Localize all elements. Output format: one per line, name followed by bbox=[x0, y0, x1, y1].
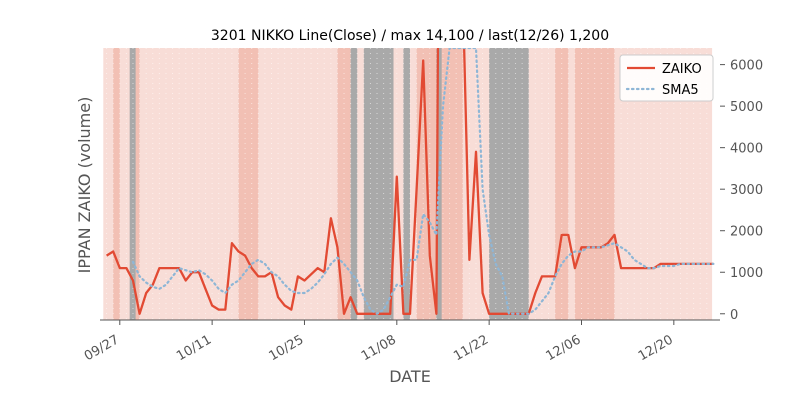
legend: ZAIKO SMA5 bbox=[619, 54, 714, 102]
x-axis-ticks: 09/27 10/11 10/25 11/08 11/22 12/06 12/20 bbox=[82, 320, 676, 364]
y-tick-label: 1000 bbox=[730, 266, 763, 281]
series-line-zaiko bbox=[105, 48, 714, 315]
y-tick-label: 2000 bbox=[730, 225, 763, 240]
band-dark bbox=[350, 48, 358, 320]
chart-title: 3201 NIKKO Line(Close) / max 14,100 / la… bbox=[211, 28, 609, 44]
y-axis-ticks: 0 1000 2000 3000 4000 5000 6000 bbox=[720, 59, 763, 323]
y-tick-label: 5000 bbox=[730, 100, 763, 115]
x-tick-label: 10/11 bbox=[174, 332, 214, 364]
dotted-band-texture bbox=[106, 48, 714, 320]
x-tick-label: 10/25 bbox=[267, 332, 307, 364]
band-dark bbox=[363, 48, 394, 320]
series-line-sma5 bbox=[131, 48, 715, 315]
x-tick-label: 12/06 bbox=[544, 332, 584, 364]
y-tick-label: 3000 bbox=[730, 183, 763, 198]
band-medium bbox=[113, 48, 120, 320]
band-dark bbox=[403, 48, 410, 320]
series-layer bbox=[105, 48, 715, 315]
legend-label: SMA5 bbox=[662, 83, 699, 98]
plot-area bbox=[103, 48, 715, 320]
x-tick-label: 11/22 bbox=[451, 332, 491, 364]
legend-label: ZAIKO bbox=[662, 62, 702, 77]
band-medium bbox=[132, 48, 140, 320]
band-medium bbox=[238, 48, 259, 320]
y-axis-label: IPPAN ZAIKO (volume) bbox=[75, 97, 94, 274]
x-tick-label: 11/08 bbox=[359, 332, 399, 364]
y-tick-label: 6000 bbox=[730, 59, 763, 74]
x-axis-label: DATE bbox=[389, 367, 431, 386]
x-tick-label: 12/20 bbox=[636, 332, 676, 364]
x-tick-label: 09/27 bbox=[82, 332, 122, 364]
y-tick-label: 4000 bbox=[730, 142, 763, 157]
y-tick-label: 0 bbox=[730, 308, 738, 323]
